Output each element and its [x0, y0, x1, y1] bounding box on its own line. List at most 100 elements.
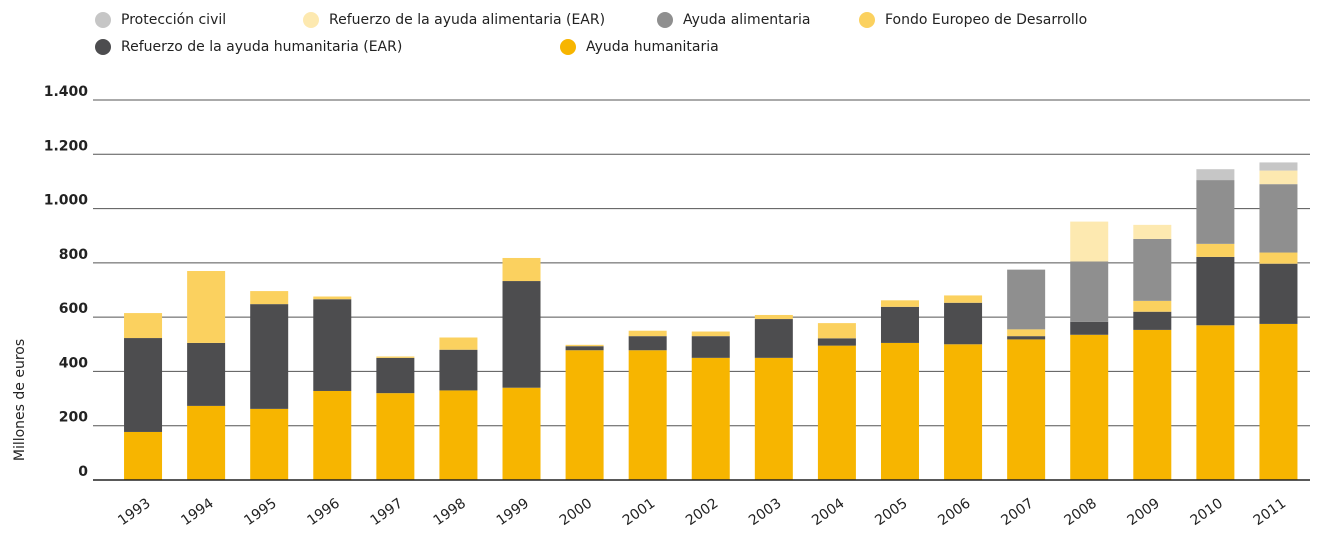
- bar-segment: [376, 357, 415, 394]
- legend-swatch: [859, 12, 875, 28]
- legend-swatch: [95, 39, 111, 55]
- legend-label: Protección civil: [121, 12, 226, 28]
- bar-segment: [1133, 224, 1172, 239]
- bar-segment: [313, 296, 352, 300]
- bar-segment: [1007, 336, 1046, 340]
- bar-segment: [628, 330, 667, 337]
- x-tick-label: 2008: [1061, 495, 1099, 529]
- y-tick-label: 200: [59, 410, 88, 426]
- bar-segment: [565, 344, 604, 347]
- bar-segment: [124, 338, 163, 432]
- bar-segment: [187, 271, 226, 343]
- bar-segment: [944, 295, 983, 303]
- bar-segment: [124, 431, 163, 480]
- x-tick-label: 2010: [1188, 495, 1226, 529]
- bar-segment: [502, 387, 541, 480]
- bar-segment: [1259, 323, 1298, 480]
- x-tick-label: 2011: [1251, 495, 1289, 529]
- bar-segment: [1259, 162, 1298, 171]
- bar-segment: [1133, 238, 1172, 301]
- bar-segment: [1070, 321, 1109, 335]
- bar-segment: [1133, 311, 1172, 330]
- x-tick-label: 2003: [746, 495, 784, 529]
- bar-segment: [691, 357, 730, 480]
- legend-swatch: [303, 12, 319, 28]
- x-tick-label: 1994: [178, 495, 216, 529]
- y-tick-label: 0: [78, 464, 88, 480]
- bar-segment: [628, 350, 667, 480]
- bar-segment: [817, 338, 856, 346]
- bar-segment: [628, 336, 667, 351]
- bar-segment: [124, 313, 163, 339]
- bar-segment: [1196, 325, 1235, 480]
- bar-segment: [439, 349, 478, 391]
- legend-swatch: [560, 39, 576, 55]
- legend-label: Fondo Europeo de Desarrollo: [885, 12, 1087, 28]
- bar-segment: [1196, 169, 1235, 181]
- y-tick-label: 1.000: [44, 193, 89, 209]
- x-tick-label: 2005: [872, 495, 910, 529]
- bar-segment: [817, 323, 856, 339]
- bar-segment: [250, 304, 289, 409]
- bar-segment: [1070, 221, 1109, 262]
- x-tick-label: 1998: [431, 495, 469, 529]
- bar-segment: [1007, 339, 1046, 480]
- bar-segment: [691, 331, 730, 337]
- x-tick-label: 1993: [115, 495, 153, 529]
- bar-segment: [944, 344, 983, 480]
- bar-segment: [1196, 180, 1235, 244]
- legend-label: Refuerzo de la ayuda alimentaria (EAR): [329, 12, 605, 28]
- x-tick-label: 1997: [368, 495, 406, 529]
- bar-segment: [1070, 334, 1109, 480]
- legend-label: Refuerzo de la ayuda humanitaria (EAR): [121, 39, 402, 55]
- bar-segment: [754, 357, 793, 480]
- legend-label: Ayuda humanitaria: [586, 39, 719, 55]
- bar-segment: [565, 346, 604, 351]
- x-tick-label: 2009: [1125, 495, 1163, 529]
- x-tick-label: 1999: [494, 495, 532, 529]
- x-tick-label: 2004: [809, 495, 847, 529]
- bar-segment: [880, 300, 919, 307]
- x-tick-label: 1995: [241, 495, 279, 529]
- bar-segment: [1259, 263, 1298, 324]
- bar-segment: [1133, 329, 1172, 480]
- bar-segment: [376, 356, 415, 358]
- y-axis-label: Millones de euros: [12, 339, 28, 461]
- bar-segment: [880, 306, 919, 343]
- bar-segment: [754, 319, 793, 358]
- bar-segment: [502, 281, 541, 388]
- bar-segment: [376, 393, 415, 480]
- bar-segment: [1007, 329, 1046, 337]
- bar-segment: [313, 299, 352, 391]
- bar-segment: [1259, 170, 1298, 185]
- bar-segment: [187, 405, 226, 480]
- bar-segment: [944, 302, 983, 345]
- x-tick-label: 1996: [304, 495, 342, 529]
- y-tick-label: 400: [59, 355, 88, 371]
- legend-label: Ayuda alimentaria: [683, 12, 810, 28]
- bar-segment: [439, 337, 478, 350]
- y-tick-label: 1.200: [44, 138, 89, 154]
- y-tick-label: 800: [59, 247, 88, 263]
- bar-segment: [1196, 243, 1235, 257]
- x-tick-label: 2000: [557, 495, 595, 529]
- legend-swatch: [95, 12, 111, 28]
- x-tick-label: 2001: [620, 495, 658, 529]
- bar-segment: [439, 390, 478, 480]
- x-tick-label: 2007: [998, 495, 1036, 529]
- y-tick-label: 1.400: [44, 84, 89, 100]
- y-tick-label: 600: [59, 301, 88, 317]
- bar-segment: [250, 291, 289, 305]
- bar-segment: [1133, 300, 1172, 312]
- bar-segment: [817, 345, 856, 480]
- bar-segment: [1007, 269, 1046, 330]
- x-tick-label: 2002: [683, 495, 721, 529]
- bar-segment: [565, 350, 604, 480]
- bar-segment: [754, 314, 793, 320]
- bar-segment: [187, 342, 226, 406]
- bar-segment: [313, 390, 352, 480]
- bar-segment: [1196, 256, 1235, 326]
- bar-segment: [880, 342, 919, 480]
- bar-segment: [1259, 252, 1298, 264]
